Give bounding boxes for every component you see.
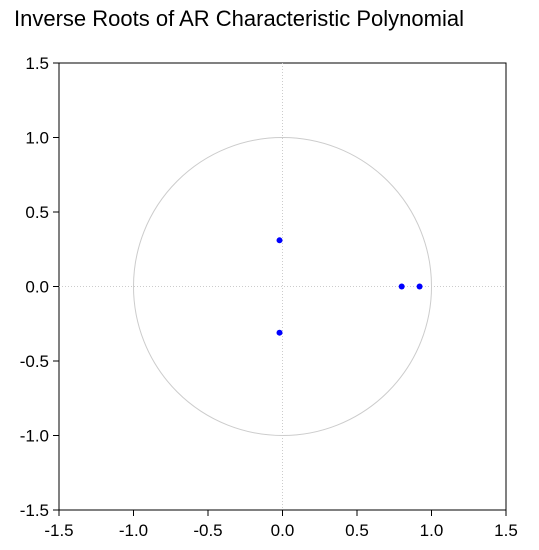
x-tick-label: -1.0 xyxy=(119,521,148,540)
y-tick-label: 1.5 xyxy=(25,54,49,73)
y-tick-label: 1.0 xyxy=(25,129,49,148)
plot-area xyxy=(59,63,506,510)
y-tick-label: -0.5 xyxy=(20,352,49,371)
x-tick-label: 0.5 xyxy=(345,521,369,540)
root-point xyxy=(276,329,283,336)
plot-frame xyxy=(58,62,507,511)
y-tick-label: 0.0 xyxy=(25,278,49,297)
chart-title: Inverse Roots of AR Characteristic Polyn… xyxy=(14,6,464,31)
root-point xyxy=(398,283,405,290)
axis-ticks: -1.5 -1.0 -0.5 0.0 0.5 1.0 1.5 1.5 1.0 0.5 0.0 -0.5… xyxy=(20,54,518,540)
unit-circle xyxy=(133,137,432,436)
x-tick-label: 1.0 xyxy=(420,521,444,540)
x-tick-label: 0.0 xyxy=(271,521,295,540)
root-point xyxy=(276,237,283,244)
y-tick-label: 0.5 xyxy=(25,203,49,222)
y-tick-label: -1.0 xyxy=(20,427,49,446)
root-point xyxy=(416,283,423,290)
x-tick-label: -0.5 xyxy=(193,521,222,540)
x-tick-label: 1.5 xyxy=(494,521,518,540)
y-tick-label: -1.5 xyxy=(20,501,49,520)
x-tick-label: -1.5 xyxy=(44,521,73,540)
